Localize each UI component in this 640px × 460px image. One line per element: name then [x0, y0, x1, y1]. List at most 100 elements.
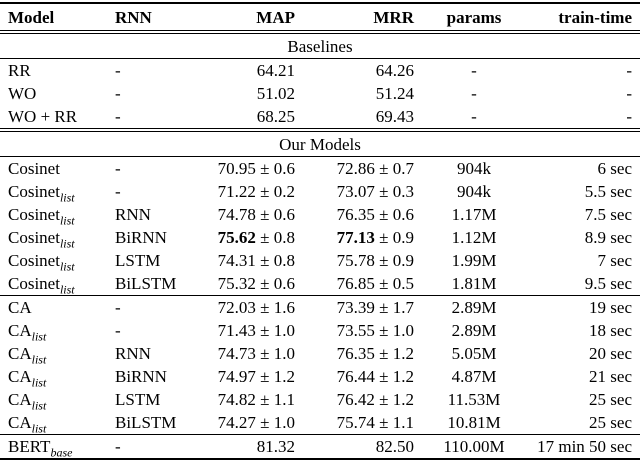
table-row: Cosinet - 70.95 ± 0.6 72.86 ± 0.7 904k 6 sec — [0, 157, 640, 181]
cell-model: RR — [0, 59, 108, 83]
cell-rnn: LSTM — [115, 390, 161, 409]
cell-mrr-value: 75.78 — [336, 251, 375, 270]
cell-params: - — [471, 84, 477, 103]
model-name: Cosinet — [8, 159, 60, 178]
cell-mrr-value: 82.50 — [375, 437, 414, 456]
table-row: CAlist RNN 74.73 ± 1.0 76.35 ± 1.2 5.05M 20 s… — [0, 342, 640, 365]
cell-rnn: BiRNN — [115, 367, 167, 386]
cell-map: 81.32 — [188, 434, 300, 460]
column-header-train-time: train-time — [530, 3, 640, 34]
cell-train-time: - — [626, 61, 632, 80]
cell-mrr: 76.35 ± 0.6 — [336, 205, 414, 224]
cell-mrr-value: 76.35 — [336, 205, 375, 224]
table-row: Cosinetlist BiLSTM 75.32 ± 0.6 76.85 ± 0.5 1… — [0, 272, 640, 296]
cell-rnn: - — [108, 434, 188, 460]
cell-rnn: - — [108, 105, 188, 132]
model-name: CA — [8, 413, 32, 432]
cell-mrr: 73.07 ± 0.3 — [336, 182, 414, 201]
cell-mrr-value: 76.85 — [336, 274, 375, 293]
cell-mrr: 69.43 — [300, 105, 418, 132]
cell-mrr-value: 64.26 — [375, 61, 414, 80]
model-subscript: list — [31, 398, 47, 411]
model-subscript: list — [59, 236, 75, 249]
cell-params: 904k — [457, 182, 491, 201]
cell-params: 1.99M — [451, 251, 497, 270]
model-name: CA — [8, 367, 32, 386]
cell-rnn: - — [115, 159, 121, 178]
cell-mrr: 75.74 ± 1.1 — [300, 411, 418, 435]
cell-mrr: 77.13 ± 0.9 — [336, 228, 414, 247]
cell-model: Cosinetlist — [0, 249, 108, 272]
cell-train-time: 8.9 sec — [584, 228, 632, 247]
cell-map-value: 75.62 — [217, 228, 256, 247]
cell-train-time: 9.5 sec — [530, 272, 640, 296]
cell-map: 74.78 ± 0.6 — [217, 205, 295, 224]
model-name: CA — [8, 390, 32, 409]
column-header-params: params — [418, 3, 530, 34]
model-subscript: base — [50, 445, 73, 459]
cell-rnn: BiRNN — [115, 228, 167, 247]
cell-rnn: - — [115, 298, 121, 317]
cell-mrr: 51.24 — [300, 82, 418, 105]
cell-train-time: 19 sec — [589, 298, 632, 317]
cell-params: 110.00M — [418, 434, 530, 460]
cell-mrr-value: 77.13 — [336, 228, 375, 247]
cell-train-time: 17 min 50 sec — [530, 434, 640, 460]
cell-map: 74.31 ± 0.8 — [217, 251, 295, 270]
cell-mrr-value: 69.43 — [375, 107, 414, 126]
model-subscript: list — [31, 421, 47, 435]
cell-train-time: 6 sec — [597, 159, 632, 178]
cell-rnn: - — [115, 321, 121, 340]
cell-mrr-value: 73.55 — [336, 321, 375, 340]
table-row: CA - 72.03 ± 1.6 73.39 ± 1.7 2.89M 19 sec — [0, 296, 640, 320]
cell-map-value: 71.43 — [217, 321, 256, 340]
cell-params: 10.81M — [418, 411, 530, 435]
cell-params: 11.53M — [447, 390, 501, 409]
cell-train-time: 21 sec — [589, 367, 632, 386]
cell-map-value: 51.02 — [256, 84, 295, 103]
cell-map-value: 74.82 — [217, 390, 256, 409]
cell-rnn: RNN — [115, 344, 151, 363]
model-subscript: list — [31, 375, 47, 388]
cell-mrr: 64.26 — [300, 59, 418, 83]
table-row: CAlist LSTM 74.82 ± 1.1 76.42 ± 1.2 11.53M 25… — [0, 388, 640, 411]
cell-map: 74.73 ± 1.0 — [217, 344, 295, 363]
cell-mrr-value: 76.42 — [336, 390, 375, 409]
cell-map: 75.32 ± 0.6 — [188, 272, 300, 296]
cell-train-time: 25 sec — [589, 390, 632, 409]
model-name: RR — [8, 61, 31, 80]
table-row: RR - 64.21 64.26 - - — [0, 59, 640, 83]
cell-model: Cosinet — [0, 157, 108, 181]
cell-map-value: 74.97 — [217, 367, 256, 386]
model-name: CA — [8, 344, 32, 363]
cell-rnn: - — [115, 61, 121, 80]
cell-map-value: 68.25 — [256, 107, 295, 126]
cell-model: Cosinetlist — [0, 203, 108, 226]
cell-train-time: 7 sec — [597, 251, 632, 270]
table-row: Cosinetlist -71.22 ± 0.2 73.07 ± 0.3 904k 5.… — [0, 180, 640, 203]
table-row: WO + RR -68.25 69.43- - — [0, 105, 640, 132]
cell-map-value: 64.21 — [256, 61, 295, 80]
model-name: Cosinet — [8, 251, 60, 270]
cell-model: CAlist — [0, 411, 108, 435]
cell-map-value: 70.95 — [217, 159, 256, 178]
cell-mrr-value: 76.44 — [336, 367, 375, 386]
cell-map-value: 74.31 — [217, 251, 256, 270]
cell-model: Cosinetlist — [0, 180, 108, 203]
cell-mrr-value: 76.35 — [336, 344, 375, 363]
column-header-mrr: MRR — [300, 3, 418, 34]
column-header-map: MAP — [188, 3, 300, 34]
cell-map-value: 81.32 — [256, 437, 295, 456]
cell-params: 4.87M — [451, 367, 497, 386]
model-name: Cosinet — [8, 228, 60, 247]
cell-map: 74.82 ± 1.1 — [217, 390, 295, 409]
cell-params: - — [471, 61, 477, 80]
cell-train-time: 18 sec — [589, 321, 632, 340]
model-name: Cosinet — [8, 182, 60, 201]
section-header-row: Our Models — [0, 130, 640, 157]
cell-mrr: 72.86 ± 0.7 — [336, 159, 414, 178]
cell-mrr-value: 75.74 — [336, 413, 375, 432]
cell-params: - — [418, 105, 530, 132]
cell-map-value: 71.22 — [217, 182, 256, 201]
